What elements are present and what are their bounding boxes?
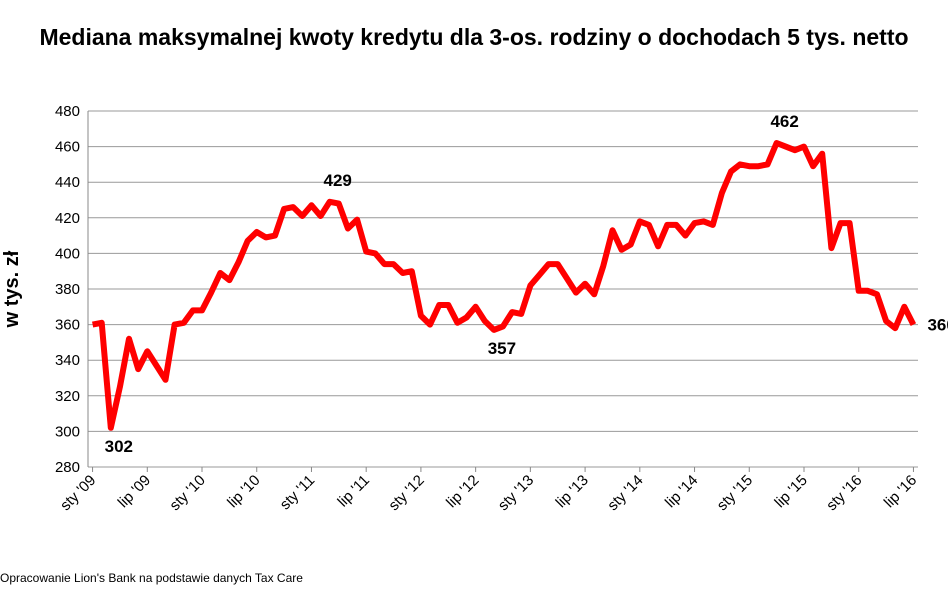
x-tick-label: lip '11 xyxy=(334,472,373,511)
y-tick-label: 480 xyxy=(55,103,80,120)
x-tick-label: sty '10 xyxy=(166,472,208,514)
x-tick-label: sty '15 xyxy=(714,472,756,514)
data-label: 462 xyxy=(770,112,798,131)
x-tick-label: sty '16 xyxy=(823,472,865,514)
y-tick-label: 360 xyxy=(55,317,80,334)
x-tick-label: lip '13 xyxy=(553,472,592,511)
y-tick-label: 300 xyxy=(55,423,80,440)
y-tick-label: 400 xyxy=(55,245,80,262)
data-label: 429 xyxy=(324,171,352,190)
data-label: 302 xyxy=(105,437,133,456)
x-tick-label: lip '10 xyxy=(224,472,263,511)
x-tick-label: lip '16 xyxy=(881,472,920,511)
y-tick-label: 420 xyxy=(55,210,80,227)
y-tick-label: 460 xyxy=(55,139,80,156)
data-label: 360 xyxy=(927,316,948,335)
x-tick-label: sty '14 xyxy=(604,472,646,514)
data-label: 357 xyxy=(488,339,516,358)
x-tick-label: sty '09 xyxy=(57,472,99,514)
chart-title: Mediana maksymalnej kwoty kredytu dla 3-… xyxy=(39,24,909,50)
y-tick-label: 340 xyxy=(55,352,80,369)
x-tick-label: lip '12 xyxy=(443,472,482,511)
y-tick-label: 440 xyxy=(55,174,80,191)
y-tick-label: 320 xyxy=(55,388,80,405)
series-line xyxy=(92,140,917,431)
x-tick-label: sty '13 xyxy=(495,472,537,514)
x-tick-label: lip '09 xyxy=(115,472,154,511)
y-axis-label: w tys. zł xyxy=(1,250,23,328)
y-tick-label: 280 xyxy=(55,459,80,476)
source-note: Opracowanie Lion's Bank na podstawie dan… xyxy=(0,571,303,585)
x-tick-label: lip '15 xyxy=(771,472,810,511)
x-tick-label: sty '12 xyxy=(385,472,427,514)
x-tick-label: sty '11 xyxy=(277,472,319,514)
y-tick-label: 380 xyxy=(55,281,80,298)
x-tick-label: lip '14 xyxy=(662,472,701,511)
